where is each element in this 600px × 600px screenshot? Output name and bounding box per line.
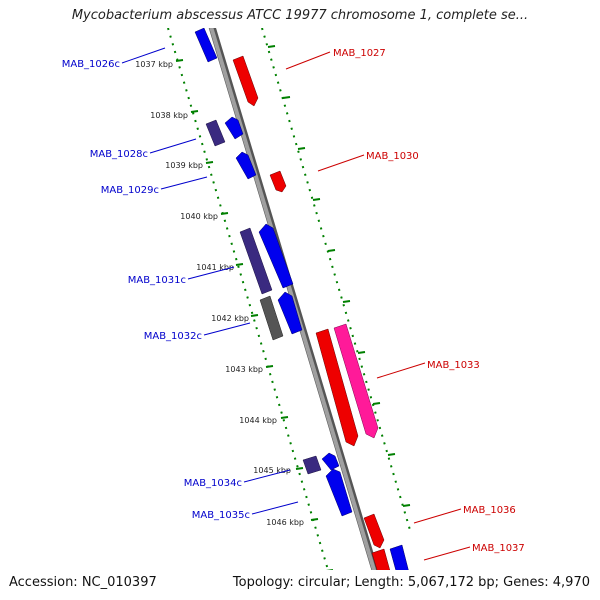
ruler-ticks-left: [175, 59, 333, 570]
ruler-tick: [357, 351, 366, 354]
leader-line: [285, 51, 331, 70]
ruler-tick-label: 1038 kbp: [150, 111, 188, 120]
gene-label-mab-1026c[interactable]: MAB_1026c: [62, 59, 120, 70]
gene-feature-mab-1030[interactable]: [269, 170, 287, 193]
gene-label-mab-1035c[interactable]: MAB_1035c: [192, 510, 250, 521]
ruler-tick-label: 1041 kbp: [196, 263, 234, 272]
gene-label-mab-1031c[interactable]: MAB_1031c: [128, 275, 186, 286]
ruler-tick-label: 1037 kbp: [135, 60, 173, 69]
ruler-tick: [295, 467, 304, 470]
gene-label-mab-1037[interactable]: MAB_1037: [472, 543, 525, 554]
ruler-tick-label: 1044 kbp: [239, 416, 277, 425]
leader-line: [121, 47, 166, 64]
gene-feature-mab-1028c-cds[interactable]: [224, 116, 244, 140]
gene-feature-mab-1033[interactable]: [315, 328, 359, 447]
ruler-tick-label: 1039 kbp: [165, 161, 203, 170]
ruler-tick-label: 1043 kbp: [225, 365, 263, 374]
forward-strand-features: [232, 55, 416, 600]
leader-line: [376, 362, 426, 379]
ruler-tick: [267, 45, 276, 48]
ruler-tick: [327, 249, 336, 252]
ruler-tick: [250, 314, 259, 317]
reverse-strand-features: [194, 28, 353, 517]
gene-feature-mab-1031c-cds[interactable]: [258, 223, 294, 289]
ruler-tick-label: 1040 kbp: [180, 212, 218, 221]
gene-label-mab-1033[interactable]: MAB_1033: [427, 360, 480, 371]
leader-line: [243, 469, 291, 483]
ruler-tick: [280, 416, 289, 419]
ruler-tick-label: 1046 kbp: [266, 518, 304, 527]
gene-label-mab-1030[interactable]: MAB_1030: [366, 151, 419, 162]
ruler-tick: [310, 518, 319, 521]
gene-feature-mab-1029c[interactable]: [235, 151, 257, 180]
gene-label-mab-1028c[interactable]: MAB_1028c: [90, 149, 148, 160]
leader-line: [149, 138, 197, 154]
gene-label-mab-1027[interactable]: MAB_1027: [333, 48, 386, 59]
gene-feature-mab-1036[interactable]: [363, 513, 385, 549]
leader-line: [203, 322, 251, 336]
ruler-tick: [190, 110, 199, 113]
ruler-tick: [325, 569, 333, 570]
ruler-tick-label: 1047 kbp: [280, 569, 318, 578]
gene-feature-mab-1032c-cds[interactable]: [277, 291, 303, 335]
ruler-tick-label: 1042 kbp: [211, 314, 249, 323]
gene-label-mab-1032c[interactable]: MAB_1032c: [144, 331, 202, 342]
ruler-tick: [297, 147, 306, 150]
ruler-tick: [235, 263, 244, 266]
gene-feature-mab-1034c[interactable]: [302, 455, 322, 475]
leader-line: [187, 266, 235, 280]
ruler-tick: [372, 402, 381, 405]
leader-line: [317, 154, 365, 172]
ruler-tick: [205, 161, 214, 164]
gene-feature-mab-1031c[interactable]: [239, 227, 273, 295]
gene-feature-mab-1033-gene[interactable]: [333, 323, 379, 439]
leader-line: [160, 176, 208, 190]
ruler-tick: [402, 504, 411, 507]
ruler-tick: [175, 59, 184, 62]
gene-feature-mab-1035c[interactable]: [325, 468, 353, 517]
ruler-tick: [342, 300, 351, 303]
ruler-tick: [220, 212, 229, 215]
ruler-tick: [265, 365, 274, 368]
gene-feature-mab-1028c[interactable]: [205, 119, 226, 147]
genome-summary: Topology: circular; Length: 5,067,172 bp…: [232, 575, 590, 590]
ruler-tick: [387, 453, 396, 456]
leader-line: [251, 501, 299, 515]
label-leader-lines: [121, 47, 471, 561]
gene-feature-mab-1026c[interactable]: [194, 28, 218, 63]
gene-feature-mab-1037-other[interactable]: [389, 544, 416, 600]
gene-label-mab-1034c[interactable]: MAB_1034c: [184, 478, 242, 489]
ruler-tick: [312, 198, 321, 201]
gene-feature-mab-1037[interactable]: [371, 548, 398, 600]
gene-label-mab-1036[interactable]: MAB_1036: [463, 505, 516, 516]
ruler-tick-label: 1045 kbp: [253, 466, 291, 475]
gene-feature-mab-1027[interactable]: [232, 55, 259, 107]
gene-label-mab-1029c[interactable]: MAB_1029c: [101, 185, 159, 196]
accession-info: Accession: NC_010397: [9, 575, 157, 590]
ruler-tick: [282, 96, 291, 99]
diagram-title: Mycobacterium abscessus ATCC 19977 chrom…: [71, 8, 529, 23]
ruler-ticks-right: [267, 45, 411, 507]
leader-line: [423, 546, 471, 561]
leader-line: [413, 508, 462, 524]
gene-feature-mab-1034c-cds[interactable]: [321, 452, 340, 471]
gene-feature-mab-1032c[interactable]: [259, 295, 284, 341]
